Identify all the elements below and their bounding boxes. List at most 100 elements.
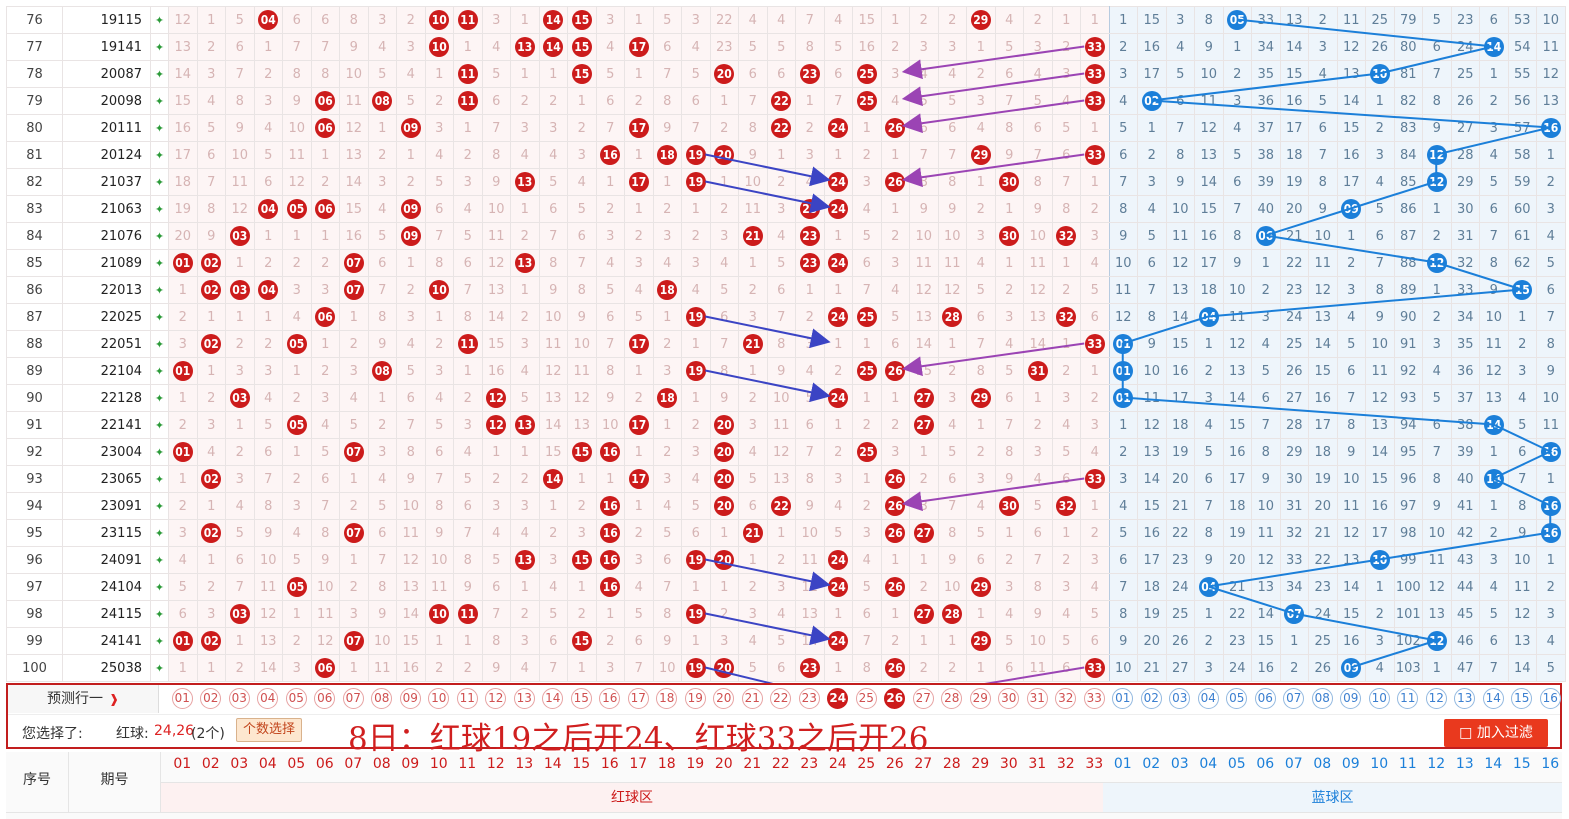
expand-icon[interactable]: ✦	[150, 330, 169, 358]
predict-red-17[interactable]: 17	[627, 688, 649, 709]
predict-red-05[interactable]: 05	[285, 688, 307, 709]
predict-red-32[interactable]: 32	[1055, 688, 1077, 709]
predict-red-11[interactable]: 11	[456, 688, 478, 709]
expand-icon[interactable]: ✦	[150, 546, 169, 574]
expand-icon[interactable]: ✦	[150, 654, 169, 682]
predict-red-30[interactable]: 30	[998, 688, 1020, 709]
expand-icon[interactable]: ✦	[150, 114, 169, 142]
predict-blue-08[interactable]: 08	[1311, 688, 1333, 709]
red-miss-count: 1	[652, 303, 682, 331]
predict-blue-12[interactable]: 12	[1425, 688, 1447, 709]
predict-blue-16[interactable]: 16	[1539, 688, 1561, 709]
predict-red-28[interactable]: 28	[941, 688, 963, 709]
expand-icon[interactable]: ✦	[150, 303, 169, 331]
predict-red-14[interactable]: 14	[542, 688, 564, 709]
expand-icon[interactable]: ✦	[150, 60, 169, 88]
expand-icon[interactable]: ✦	[150, 6, 169, 34]
red-miss-count: 4	[1023, 60, 1053, 88]
predict-red-29[interactable]: 29	[969, 688, 991, 709]
predict-red-18[interactable]: 18	[656, 688, 678, 709]
predict-red-06[interactable]: 06	[314, 688, 336, 709]
predict-red-03[interactable]: 03	[228, 688, 250, 709]
predict-red-08[interactable]: 08	[371, 688, 393, 709]
predict-red-16[interactable]: 16	[599, 688, 621, 709]
predict-red-20[interactable]: 20	[713, 688, 735, 709]
predict-blue-01[interactable]: 01	[1112, 688, 1134, 709]
expand-icon[interactable]: ✦	[150, 168, 169, 196]
blue-miss-count: 11	[1251, 519, 1281, 547]
predict-red-07[interactable]: 07	[342, 688, 364, 709]
red-miss-count: 4	[994, 330, 1024, 358]
predict-blue-10[interactable]: 10	[1368, 688, 1390, 709]
blue-miss-count: 6	[1507, 438, 1537, 466]
predict-blue-03[interactable]: 03	[1169, 688, 1191, 709]
predict-red-21[interactable]: 21	[741, 688, 763, 709]
count-select-button[interactable]: 个数选择	[236, 718, 303, 742]
predict-blue-06[interactable]: 06	[1254, 688, 1276, 709]
predict-blue-07[interactable]: 07	[1283, 688, 1305, 709]
red-ball: 10	[429, 10, 450, 30]
predict-red-27[interactable]: 27	[912, 688, 934, 709]
expand-icon[interactable]: ✦	[150, 627, 169, 655]
table-row: 80 20111 ✦ 16 5 9 4 10 06 12 1 09 3 1 7 3 3 2 7 17 9 7 2 8 22 2 24…	[6, 114, 1566, 142]
predict-red-04[interactable]: 04	[257, 688, 279, 709]
prediction-row-label[interactable]: 预测行一 ❱	[8, 685, 159, 713]
red-ball: 17	[628, 172, 649, 192]
expand-icon[interactable]: ✦	[150, 357, 169, 385]
expand-icon[interactable]: ✦	[150, 87, 169, 115]
expand-icon[interactable]: ✦	[150, 222, 169, 250]
predict-blue-02[interactable]: 02	[1140, 688, 1162, 709]
expand-icon[interactable]: ✦	[150, 600, 169, 628]
red-miss-count: 9	[652, 627, 682, 655]
expand-icon[interactable]: ✦	[150, 249, 169, 277]
expand-icon[interactable]: ✦	[150, 519, 169, 547]
predict-red-26[interactable]: 26	[884, 688, 906, 709]
expand-icon[interactable]: ✦	[150, 465, 169, 493]
expand-icon[interactable]: ✦	[150, 384, 169, 412]
expand-icon[interactable]: ✦	[150, 411, 169, 439]
blue-miss-count: 36	[1251, 87, 1281, 115]
expand-icon[interactable]: ✦	[150, 141, 169, 169]
predict-red-13[interactable]: 13	[513, 688, 535, 709]
predict-red-02[interactable]: 02	[200, 688, 222, 709]
expand-icon[interactable]: ✦	[150, 195, 169, 223]
chevron-down-icon[interactable]: ❱	[108, 692, 120, 706]
predict-red-15[interactable]: 15	[570, 688, 592, 709]
red-miss-count: 1	[880, 546, 910, 574]
red-miss-count: 1	[310, 330, 340, 358]
predict-blue-13[interactable]: 13	[1454, 688, 1476, 709]
red-miss-count: 4	[766, 222, 796, 250]
blue-miss-count: 59	[1507, 168, 1537, 196]
add-filter-button[interactable]: □ 加入过滤	[1444, 719, 1548, 747]
predict-blue-14[interactable]: 14	[1482, 688, 1504, 709]
predict-red-19[interactable]: 19	[684, 688, 706, 709]
expand-icon[interactable]: ✦	[150, 438, 169, 466]
red-miss-count: 5	[168, 573, 198, 601]
predict-red-22[interactable]: 22	[770, 688, 792, 709]
predict-red-33[interactable]: 33	[1083, 688, 1105, 709]
blue-miss-count: 25	[1365, 6, 1395, 34]
predict-red-09[interactable]: 09	[399, 688, 421, 709]
red-miss-count: 14	[168, 60, 198, 88]
predict-blue-09[interactable]: 09	[1340, 688, 1362, 709]
predict-blue-04[interactable]: 04	[1197, 688, 1219, 709]
expand-icon[interactable]: ✦	[150, 33, 169, 61]
predict-red-24[interactable]: 24	[827, 688, 849, 709]
red-miss-count: 11	[367, 654, 397, 682]
predict-blue-11[interactable]: 11	[1397, 688, 1419, 709]
red-miss-count: 9	[937, 195, 967, 223]
predict-red-25[interactable]: 25	[855, 688, 877, 709]
predict-red-23[interactable]: 23	[798, 688, 820, 709]
predict-blue-05[interactable]: 05	[1226, 688, 1248, 709]
expand-icon[interactable]: ✦	[150, 492, 169, 520]
predict-blue-15[interactable]: 15	[1511, 688, 1533, 709]
expand-icon[interactable]: ✦	[150, 276, 169, 304]
predict-red-31[interactable]: 31	[1026, 688, 1048, 709]
predict-red-10[interactable]: 10	[428, 688, 450, 709]
red-miss-count: 13	[253, 627, 283, 655]
red-ball-hit: 15	[567, 546, 597, 574]
blue-ball-hit: 16	[1536, 492, 1566, 520]
predict-red-12[interactable]: 12	[485, 688, 507, 709]
predict-red-01[interactable]: 01	[171, 688, 193, 709]
expand-icon[interactable]: ✦	[150, 573, 169, 601]
